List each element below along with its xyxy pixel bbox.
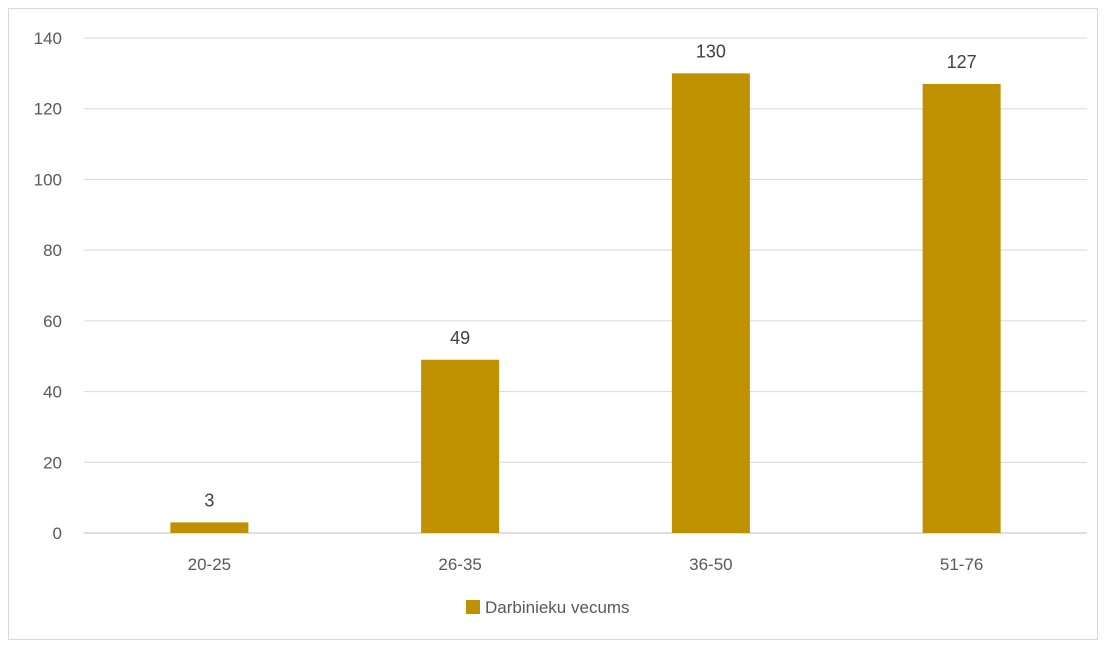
bar-20-25 [170,522,249,533]
x-tick-label: 20-25 [188,555,231,574]
chart-frame [8,8,1098,640]
y-tick-label: 140 [34,29,62,48]
legend-swatch [466,600,480,614]
bar-51-76 [922,83,1001,533]
y-axis-ticks: 0 20 40 60 80 100 120 140 [34,29,62,543]
legend: Darbinieku vecums [466,598,630,617]
bar-26-35 [421,359,500,533]
y-tick-label: 40 [43,383,62,402]
x-axis-ticks: 20-25 26-35 36-50 51-76 [188,555,984,574]
x-tick-label: 26-35 [438,555,481,574]
y-tick-label: 120 [34,100,62,119]
bar-36-50 [671,73,750,533]
data-label: 127 [947,52,977,72]
y-tick-label: 0 [53,524,62,543]
data-label: 130 [696,41,726,61]
y-tick-label: 60 [43,312,62,331]
gridlines [84,37,1087,534]
data-label: 49 [450,328,470,348]
y-tick-label: 20 [43,453,62,472]
legend-label: Darbinieku vecums [485,598,630,617]
x-tick-label: 51-76 [940,555,983,574]
bars: 3 49 130 127 [170,41,1001,533]
data-label: 3 [204,490,214,510]
x-tick-label: 36-50 [689,555,732,574]
y-tick-label: 80 [43,241,62,260]
y-tick-label: 100 [34,170,62,189]
